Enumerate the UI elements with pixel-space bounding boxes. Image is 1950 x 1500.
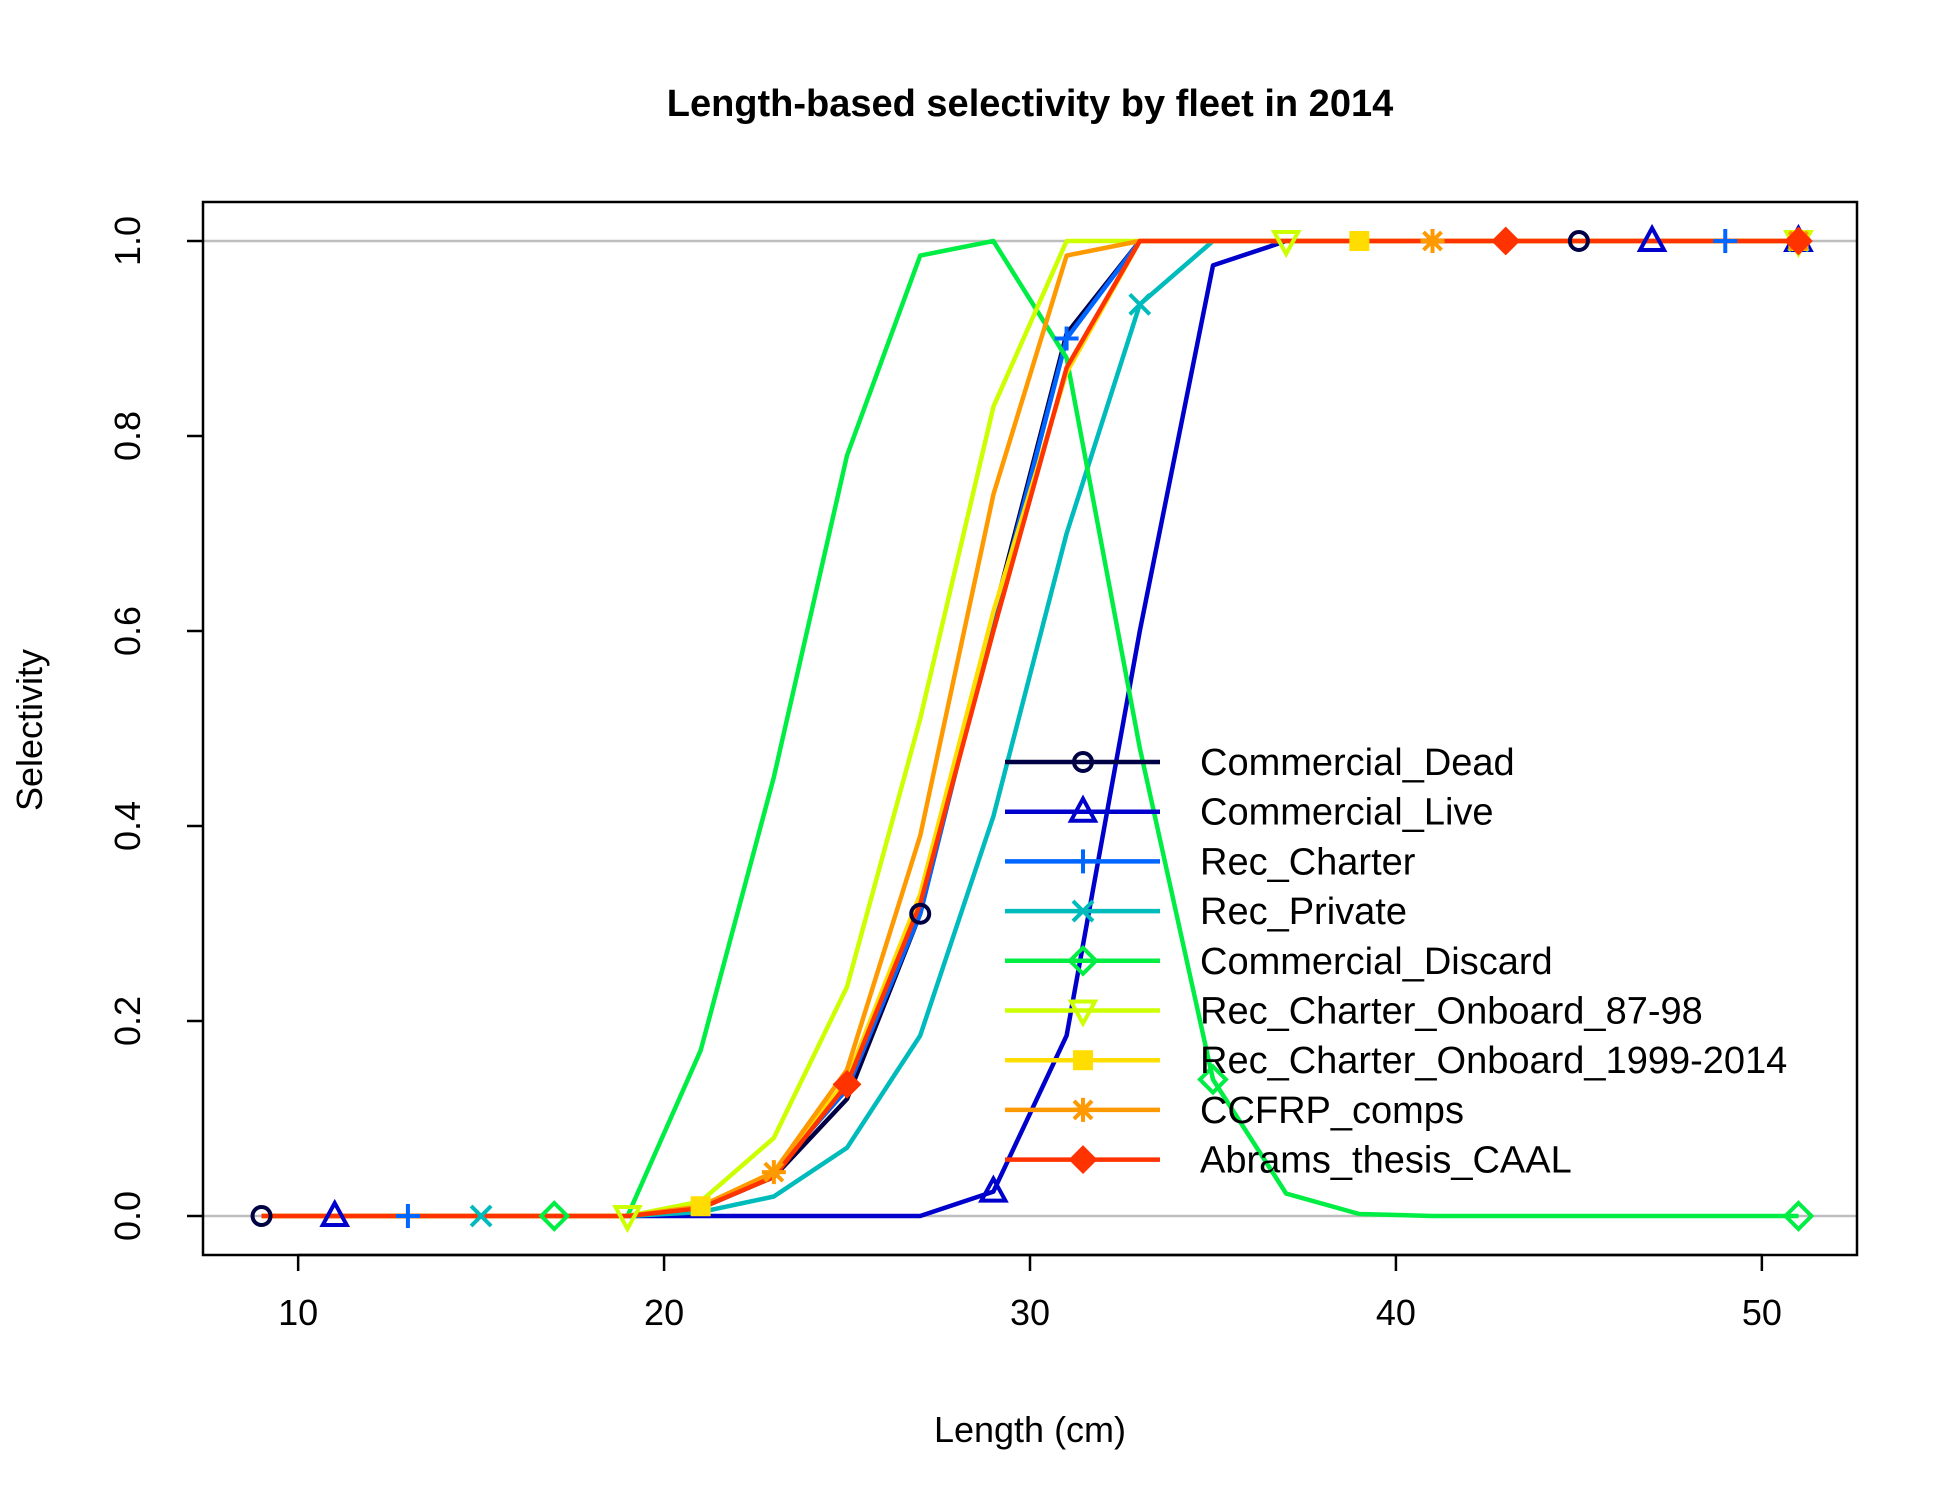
legend-label: Commercial_Discard — [1200, 941, 1553, 983]
data-point — [1270, 230, 1302, 259]
series-line — [261, 238, 1799, 1219]
data-point — [909, 902, 932, 925]
legend-label: Commercial_Dead — [1200, 742, 1515, 784]
legend-label: Abrams_thesis_CAAL — [1200, 1140, 1572, 1182]
data-point — [1784, 226, 1813, 256]
legend-marker — [1067, 999, 1099, 1028]
legend: Commercial_Dead Commercial_Live Rec_Charte… — [1005, 742, 1787, 1182]
legend-marker — [1071, 899, 1095, 923]
legend-marker — [1072, 751, 1094, 773]
data-point — [1128, 292, 1152, 316]
legend-marker — [1071, 1097, 1095, 1122]
x-tick-label: 20 — [644, 1292, 684, 1333]
data-point — [832, 1069, 862, 1099]
x-tick-label: 10 — [278, 1292, 318, 1333]
data-point — [250, 1205, 273, 1227]
x-axis-label: Length (cm) — [934, 1409, 1126, 1450]
legend-marker — [1068, 1145, 1098, 1175]
legend-marker — [1071, 849, 1095, 874]
y-tick-label: 0.0 — [107, 1191, 148, 1241]
legend-label: Rec_Charter_Onboard_1999-2014 — [1200, 1040, 1787, 1082]
y-tick-label: 0.4 — [107, 801, 148, 851]
data-point — [469, 1204, 493, 1228]
data-point — [1349, 231, 1370, 251]
legend-label: CCFRP_comps — [1200, 1090, 1464, 1132]
data-point — [978, 1174, 1009, 1203]
series-markers — [250, 223, 1815, 1234]
data-point — [612, 1205, 643, 1234]
y-tick-label: 0.6 — [107, 606, 148, 656]
data-point — [690, 1196, 711, 1217]
data-point — [319, 1198, 351, 1227]
data-point — [538, 1200, 571, 1232]
y-axis-label: Selectivity — [9, 649, 50, 811]
x-tick-label: 30 — [1010, 1292, 1050, 1333]
legend-marker — [1067, 794, 1099, 823]
chart-title: Length-based selectivity by fleet in 201… — [667, 83, 1393, 125]
data-point — [1491, 226, 1521, 256]
data-point — [1782, 1200, 1815, 1232]
data-point — [1713, 229, 1738, 253]
legend-marker — [1073, 1050, 1093, 1071]
legend-label: Rec_Charter_Onboard_87-98 — [1200, 991, 1703, 1033]
y-tick-label: 1.0 — [107, 216, 148, 266]
legend-label: Commercial_Live — [1200, 792, 1494, 834]
legend-label: Rec_Private — [1200, 891, 1407, 933]
y-axis: 0.0 0.2 0.4 0.6 0.8 1.0 — [107, 216, 203, 1241]
data-point — [761, 1160, 786, 1185]
y-tick-label: 0.8 — [107, 411, 148, 461]
x-tick-label: 50 — [1742, 1292, 1782, 1333]
data-point — [1420, 229, 1445, 253]
data-point — [1197, 1063, 1229, 1096]
y-tick-label: 0.2 — [107, 996, 148, 1046]
legend-label: Rec_Charter — [1200, 841, 1416, 883]
legend-marker — [1067, 944, 1099, 977]
data-point — [1054, 326, 1079, 351]
data-point — [1567, 230, 1590, 252]
data-point — [395, 1204, 420, 1228]
series-lines — [261, 238, 1799, 1219]
data-point — [1636, 223, 1668, 252]
x-tick-label: 40 — [1376, 1292, 1416, 1333]
x-axis: 10 20 30 40 50 — [278, 1253, 1782, 1333]
